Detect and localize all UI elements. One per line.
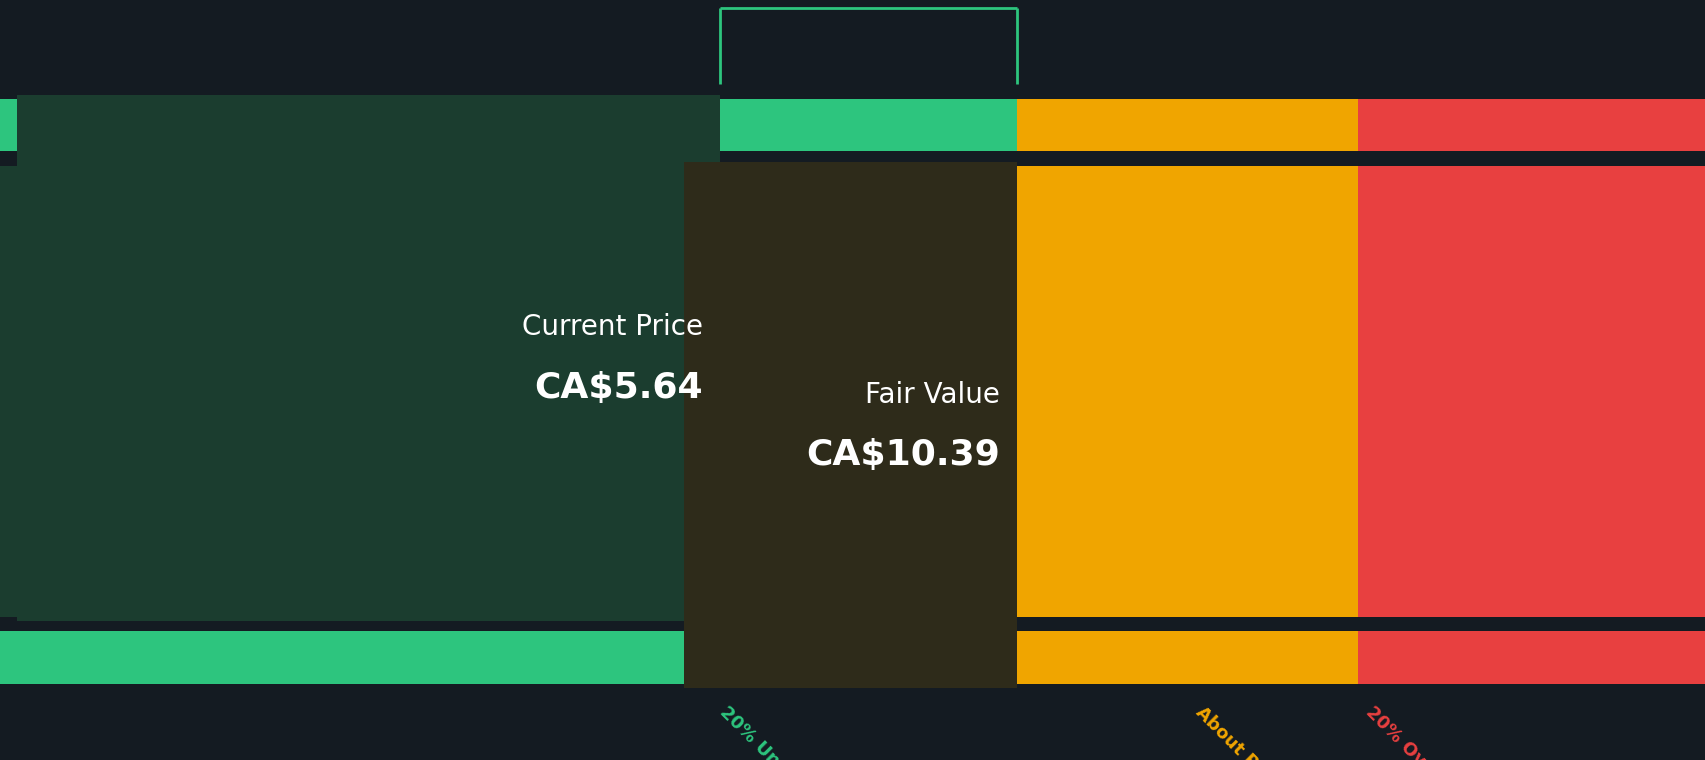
- Bar: [0, 166, 1016, 616]
- Text: 20% Undervalued: 20% Undervalued: [716, 703, 854, 760]
- Bar: [17, 95, 720, 620]
- Text: Current Price: Current Price: [522, 313, 702, 341]
- Text: Fair Value: Fair Value: [864, 381, 999, 409]
- Text: CA$5.64: CA$5.64: [534, 371, 702, 405]
- Bar: [684, 163, 1016, 688]
- Bar: [0, 99, 1016, 151]
- Bar: [1016, 99, 1357, 151]
- Bar: [1016, 632, 1357, 684]
- Bar: [1357, 632, 1705, 684]
- Bar: [0, 632, 1016, 684]
- Bar: [1357, 99, 1705, 151]
- Text: 20% Overvalued: 20% Overvalued: [1362, 703, 1490, 760]
- Bar: [1016, 166, 1357, 616]
- Text: About Right: About Right: [1192, 703, 1289, 760]
- Text: CA$10.39: CA$10.39: [805, 439, 999, 473]
- Bar: [1357, 166, 1705, 616]
